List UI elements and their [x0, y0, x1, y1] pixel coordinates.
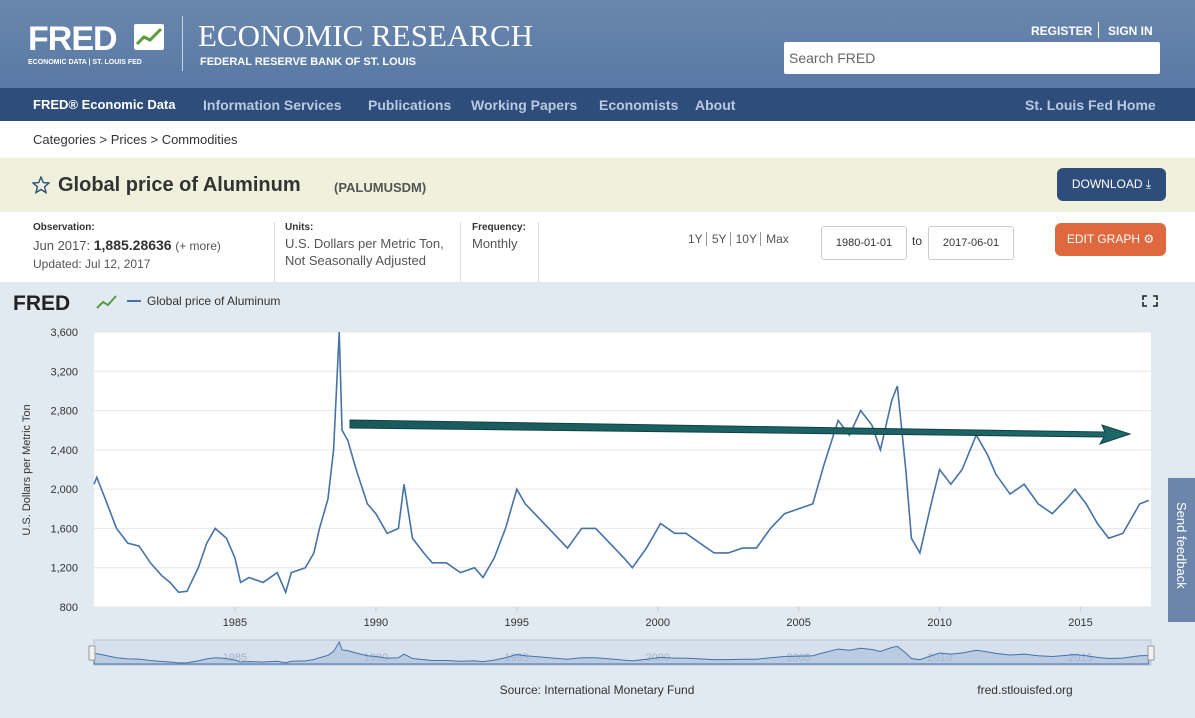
- star-icon[interactable]: [32, 176, 50, 194]
- navigator-handle[interactable]: [88, 645, 96, 661]
- y-tick-label: 2,400: [50, 445, 78, 457]
- feedback-label: Send feedback: [1174, 502, 1189, 589]
- divider: [1098, 22, 1099, 38]
- y-tick-label: 800: [60, 602, 78, 614]
- range[interactable]: 1Y: [688, 232, 703, 246]
- x-tick-label: 1985: [223, 617, 247, 629]
- nav-link[interactable]: St. Louis Fed Home: [1025, 97, 1156, 113]
- plot: 800 1,200 1,600 2,000 2,400 2,800 3,200 3,600 19…: [50, 327, 1151, 629]
- nav-link[interactable]: Publications: [368, 97, 452, 113]
- nav-link[interactable]: FRED® Economic Data: [33, 97, 176, 112]
- navigator-area: [93, 640, 1150, 665]
- nav-link[interactable]: Economists: [599, 97, 679, 113]
- navigator-handle[interactable]: [1147, 645, 1155, 661]
- series-id: (PALUMUSDM): [334, 180, 427, 195]
- divider: [182, 16, 183, 71]
- units-line: Not Seasonally Adjusted: [285, 253, 426, 268]
- logo[interactable]: FRED: [28, 20, 118, 58]
- range[interactable]: 10Y: [729, 232, 757, 246]
- crumb[interactable]: Prices: [110, 132, 147, 147]
- chart-logo-icon: [96, 295, 117, 309]
- date: Jun 2017:: [33, 238, 91, 253]
- y-tick-label: 1,200: [50, 563, 78, 575]
- label: Observation:: [33, 222, 95, 233]
- download-button[interactable]: DOWNLOAD ⤓: [1057, 168, 1166, 201]
- separator: >: [150, 132, 159, 147]
- y-tick-label: 3,600: [50, 327, 78, 339]
- chart: FRED Global price of Aluminum U.S. Dolla…: [0, 282, 1195, 718]
- freq-value: Monthly: [472, 236, 518, 251]
- y-axis-label: U.S. Dollars per Metric Ton: [21, 404, 33, 535]
- updated: Updated: Jul 12, 2017: [33, 257, 151, 271]
- nav-link[interactable]: About: [695, 97, 736, 113]
- series-title: Global price of Aluminum: [58, 174, 301, 196]
- download-label: DOWNLOAD: [1071, 177, 1143, 191]
- site-title: ECONOMIC RESEARCH: [198, 18, 534, 53]
- breadcrumbs: Categories > Prices > Commodities: [33, 132, 238, 147]
- units-line: U.S. Dollars per Metric Ton,: [285, 236, 444, 251]
- site-subtitle: FEDERAL RESERVE BANK OF ST. LOUIS: [200, 56, 416, 68]
- edit-graph-button[interactable]: EDIT GRAPH ⚙: [1055, 223, 1166, 256]
- obs-value: 1,885.28636: [93, 237, 172, 253]
- range[interactable]: Max: [760, 232, 789, 246]
- site: fred.stlouisfed.org: [977, 683, 1072, 697]
- x-tick-label: 2015: [1068, 617, 1092, 629]
- search-box[interactable]: Search FRED: [784, 42, 1160, 74]
- separator: >: [99, 132, 108, 147]
- label: Frequency:: [472, 222, 526, 233]
- x-tick-label: 2010: [927, 617, 951, 629]
- crumb[interactable]: Commodities: [161, 132, 238, 147]
- date-to[interactable]: 2017-06-01: [928, 226, 1014, 260]
- y-tick-label: 3,200: [50, 366, 78, 378]
- legend-label: Global price of Aluminum: [147, 294, 280, 308]
- edit-label: EDIT GRAPH: [1066, 232, 1141, 246]
- x-tick-label: 1990: [364, 617, 388, 629]
- source: Source: International Monetary Fund: [500, 683, 695, 697]
- range-links: 1Y 5Y 10Y Max: [688, 232, 789, 246]
- date-from[interactable]: 1980-01-01: [821, 226, 907, 260]
- range[interactable]: 5Y: [705, 232, 727, 246]
- x-tick-label: 2000: [645, 617, 669, 629]
- info-bar: Observation: Jun 2017: 1,885.28636 (+ mo…: [0, 212, 1195, 282]
- nav-link[interactable]: Working Papers: [471, 97, 578, 113]
- x-tick-label: 2005: [786, 617, 810, 629]
- crumb[interactable]: Categories: [33, 132, 96, 147]
- y-tick-label: 2,000: [50, 484, 78, 496]
- plot-area: [94, 332, 1151, 607]
- feedback-tab[interactable]: Send feedback: [1168, 478, 1195, 622]
- sign-in[interactable]: SIGN IN: [1108, 24, 1153, 38]
- to-label: to: [912, 234, 923, 248]
- frequency: Frequency: Monthly: [472, 222, 539, 282]
- x-tick-label: 1995: [505, 617, 529, 629]
- logo-sub: ECONOMIC DATA | ST. LOUIS FED: [28, 59, 142, 66]
- chart-logo: FRED: [13, 292, 70, 315]
- header: FRED ECONOMIC DATA | ST. LOUIS FED ECONO…: [0, 0, 1195, 88]
- observation: Observation: Jun 2017: 1,885.28636 (+ mo…: [33, 222, 273, 282]
- series-line: [93, 331, 1150, 595]
- divider: [273, 222, 275, 282]
- more-link[interactable]: (+ more): [175, 239, 221, 253]
- units: Units: U.S. Dollars per Metric Ton, Not …: [285, 222, 461, 282]
- y-tick-label: 1,600: [50, 523, 78, 535]
- logo-icon: [134, 24, 164, 50]
- y-tick-label: 2,800: [50, 406, 78, 418]
- nav-bar: FRED® Economic Data Information Services…: [0, 88, 1195, 121]
- logo-graph: [135, 27, 163, 46]
- fullscreen-icon[interactable]: [1142, 295, 1158, 307]
- label: Units:: [285, 222, 314, 233]
- trend-arrow: [349, 419, 1132, 445]
- title-band: Global price of Aluminum (PALUMUSDM) DOW…: [0, 158, 1195, 212]
- nav-link[interactable]: Information Services: [203, 97, 342, 113]
- register[interactable]: REGISTER: [1031, 24, 1093, 38]
